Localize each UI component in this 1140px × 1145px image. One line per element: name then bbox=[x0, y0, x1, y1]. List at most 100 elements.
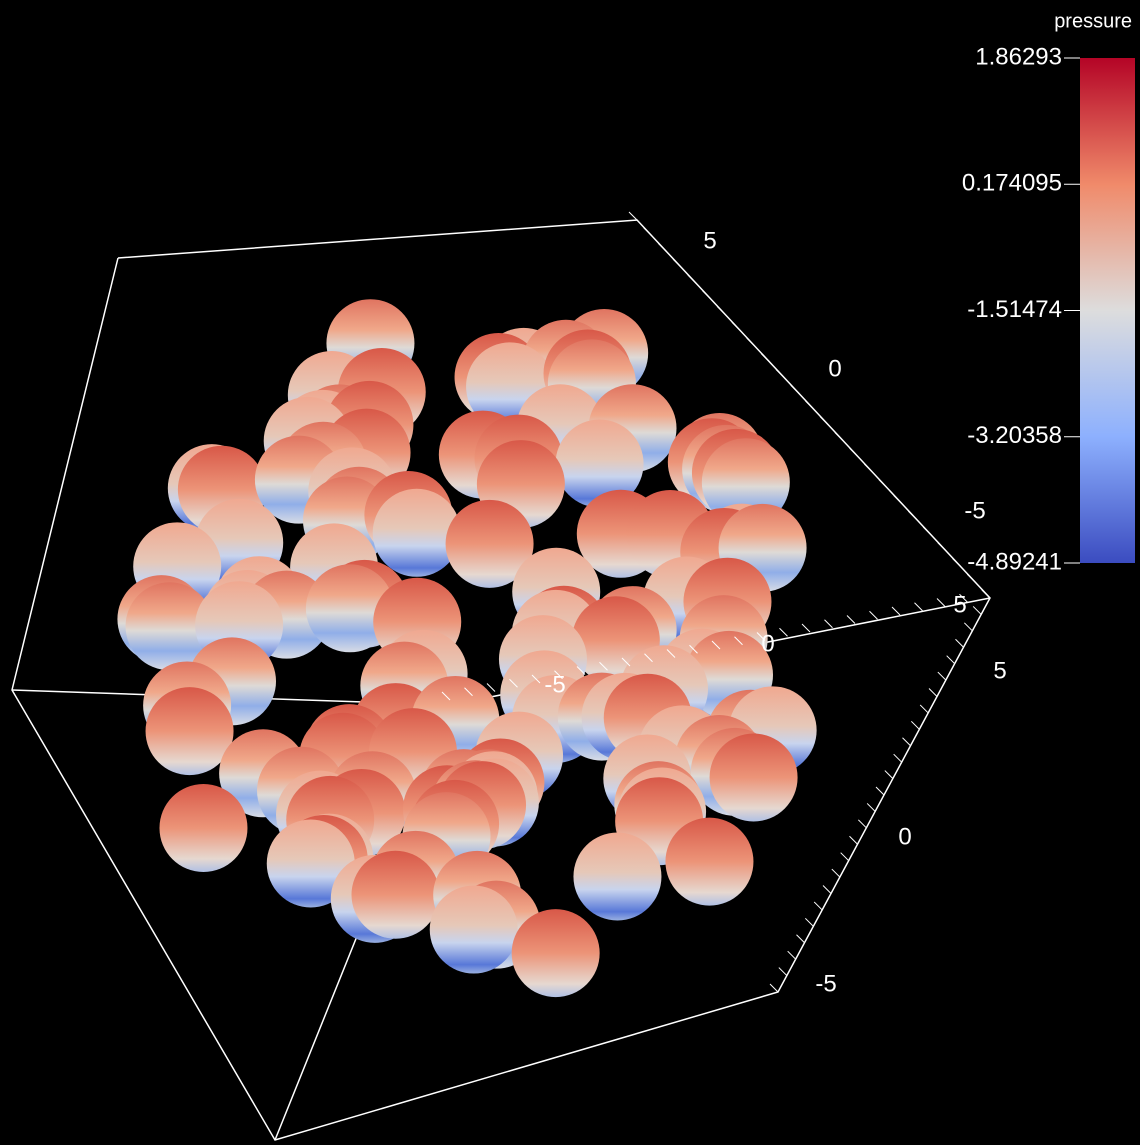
axis-tick bbox=[866, 803, 876, 812]
sphere bbox=[351, 850, 440, 939]
axis-tick bbox=[687, 274, 697, 284]
axis-tick bbox=[672, 258, 682, 268]
axis-tick bbox=[875, 786, 885, 796]
axis-tick bbox=[824, 619, 833, 629]
axis-tick bbox=[813, 901, 823, 911]
axis-tick bbox=[966, 573, 976, 583]
axis-tick bbox=[801, 623, 811, 633]
axis-tick bbox=[893, 753, 903, 763]
sphere bbox=[701, 438, 790, 527]
axis-tick bbox=[893, 495, 903, 504]
axis-tick bbox=[840, 852, 850, 862]
axis-tick bbox=[666, 649, 676, 658]
axis-tick bbox=[972, 606, 982, 615]
axis-tick bbox=[863, 463, 873, 473]
axis-tick bbox=[919, 704, 929, 714]
axis-tick bbox=[928, 688, 938, 697]
axis-tick bbox=[731, 321, 741, 331]
axis-label: 0 bbox=[828, 355, 841, 382]
axis-tick bbox=[963, 622, 973, 632]
axis-tick bbox=[711, 640, 721, 650]
axis-label: -5 bbox=[815, 970, 836, 997]
color-bar bbox=[1080, 58, 1135, 563]
axis-tick bbox=[884, 770, 894, 779]
axis-tick bbox=[702, 290, 711, 300]
axis-tick bbox=[822, 885, 832, 894]
axis-tick bbox=[779, 627, 788, 637]
axis-tick bbox=[955, 638, 964, 648]
axis-tick bbox=[464, 687, 473, 697]
sphere bbox=[159, 783, 248, 872]
axis-tick bbox=[937, 542, 947, 552]
axis-tick bbox=[756, 632, 766, 641]
axis-tick bbox=[441, 691, 451, 701]
axis-tick bbox=[914, 602, 923, 612]
axis-tick bbox=[922, 526, 932, 536]
axis-tick bbox=[902, 737, 911, 747]
color-legend: pressure 1.86293 0.174095 -1.51474 -3.20358… bbox=[962, 10, 1135, 575]
axis-tick bbox=[761, 353, 770, 363]
axis-tick bbox=[554, 670, 563, 680]
axis-tick bbox=[908, 510, 917, 520]
axis-tick bbox=[819, 416, 829, 426]
axis-label: 5 bbox=[703, 227, 716, 254]
axis-tick bbox=[628, 211, 638, 221]
axis-tick bbox=[910, 720, 920, 730]
axis-tick bbox=[936, 598, 946, 607]
axis-tick bbox=[891, 606, 901, 616]
axis-tick bbox=[790, 384, 800, 394]
axis-tick bbox=[804, 917, 814, 927]
sphere bbox=[305, 564, 394, 653]
sphere bbox=[665, 817, 754, 906]
axis-tick bbox=[775, 369, 785, 378]
axis-label: -5 bbox=[544, 671, 565, 698]
axis-tick bbox=[716, 306, 726, 315]
axis-tick bbox=[869, 610, 878, 620]
legend-title: pressure bbox=[1054, 10, 1132, 32]
axis-tick bbox=[531, 674, 541, 684]
legend-tick-label: -4.89241 bbox=[967, 548, 1062, 575]
axis-tick bbox=[644, 653, 653, 663]
axis-tick bbox=[658, 243, 667, 252]
legend-tick-label: 0.174095 bbox=[962, 170, 1062, 197]
axis-tick bbox=[787, 950, 797, 960]
axis-tick bbox=[621, 657, 631, 667]
axis-tick bbox=[576, 666, 586, 675]
axis-tick bbox=[643, 227, 653, 237]
sphere bbox=[555, 419, 644, 508]
axis-label: 5 bbox=[953, 591, 966, 618]
axis-tick bbox=[746, 337, 756, 347]
axis-tick bbox=[937, 671, 947, 681]
axis-tick bbox=[946, 655, 956, 665]
sphere bbox=[266, 819, 355, 908]
axis-tick bbox=[878, 479, 888, 489]
axis-tick bbox=[952, 558, 961, 567]
axis-tick bbox=[486, 683, 496, 692]
axis-tick bbox=[959, 593, 968, 603]
sphere bbox=[429, 885, 518, 974]
legend-tick-label: -1.51474 bbox=[967, 296, 1062, 323]
axis-tick bbox=[834, 432, 844, 441]
sphere bbox=[511, 909, 600, 998]
axis-tick bbox=[689, 644, 698, 654]
particles bbox=[117, 299, 817, 998]
axis-tick bbox=[796, 934, 805, 944]
axis-tick bbox=[849, 447, 858, 457]
axis-label: 0 bbox=[761, 630, 774, 657]
sphere bbox=[709, 733, 798, 822]
axis-label: 5 bbox=[993, 657, 1006, 684]
sphere bbox=[573, 832, 662, 921]
axis-tick bbox=[981, 589, 991, 599]
axis-tick bbox=[734, 636, 743, 646]
axes-grid: -5 0 5 5 0 -5 5 0 -5 bbox=[441, 211, 1007, 997]
sphere bbox=[125, 582, 214, 671]
axis-tick bbox=[857, 819, 867, 829]
legend-tick-label: 1.86293 bbox=[975, 43, 1062, 70]
axis-tick bbox=[509, 678, 518, 688]
axis-tick bbox=[778, 967, 788, 976]
sphere bbox=[445, 499, 534, 588]
sphere bbox=[145, 687, 234, 776]
axis-tick bbox=[849, 835, 858, 845]
axis-tick bbox=[846, 615, 856, 624]
